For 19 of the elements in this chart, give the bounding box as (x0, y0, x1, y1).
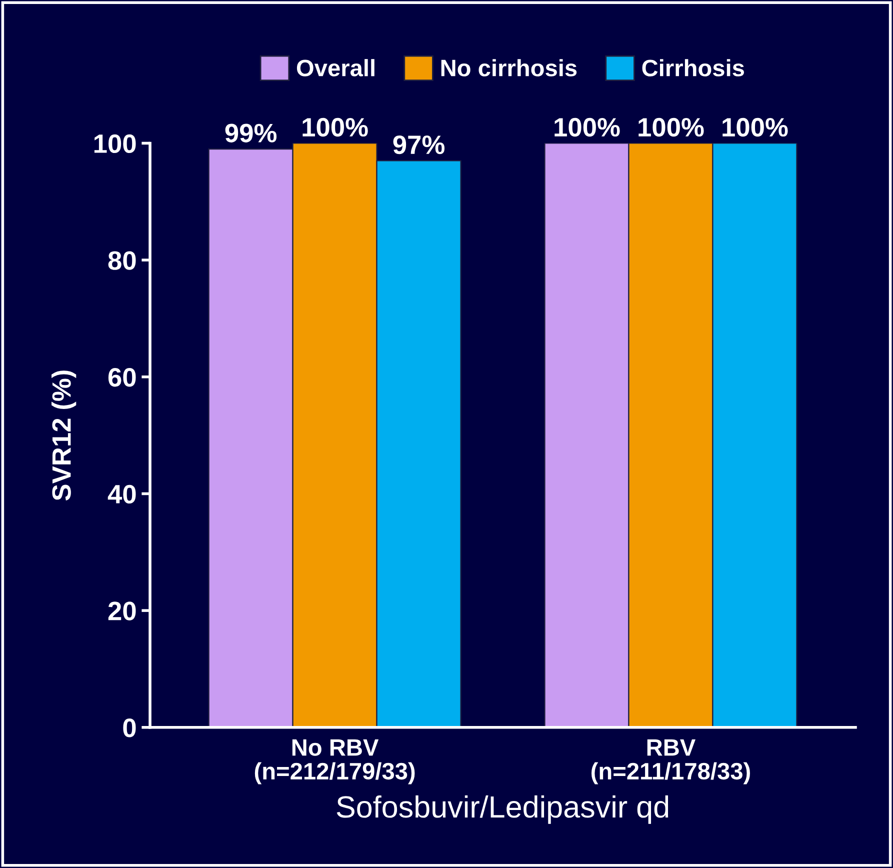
legend-label: Overall (296, 59, 374, 76)
y-tick-label: 60 (108, 368, 136, 387)
y-tick-label: 40 (108, 484, 136, 504)
y-tick-label: 20 (108, 602, 136, 620)
data-label: 100% (722, 118, 788, 137)
data-label: 97% (393, 135, 444, 154)
x-tick-label: RBV (n=211/178/33) (592, 739, 750, 784)
y-tick-label: 80 (108, 251, 136, 270)
y-axis-title: SVR12 (%) (52, 370, 76, 501)
legend-label: Cirrhosis (642, 59, 744, 76)
x-tick-label: No RBV (n=212/179/33) (254, 739, 415, 784)
y-tick-label: 100 (94, 134, 136, 154)
y-tick-label: 0 (123, 718, 136, 738)
x-axis-title: Sofosbuvir/Ledipasvir qd (336, 795, 668, 824)
data-label: 100% (302, 118, 368, 137)
data-label: 100% (554, 118, 620, 137)
legend-label: No cirrhosis (441, 59, 577, 76)
data-label: 100% (638, 118, 704, 137)
data-label: 99% (225, 124, 277, 142)
